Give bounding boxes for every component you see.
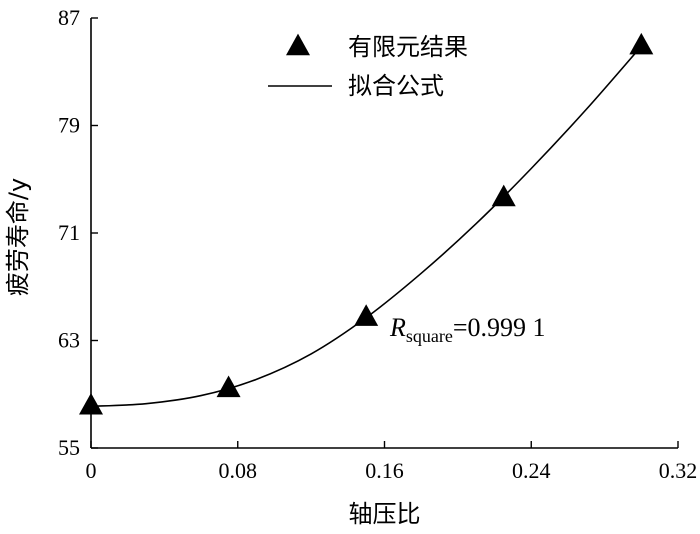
data-point-triangle [354, 304, 379, 326]
legend-label-fem: 有限元结果 [348, 33, 468, 61]
y-tick-label: 55 [58, 435, 80, 460]
y-tick-label: 63 [58, 328, 80, 353]
x-tick-label: 0.08 [219, 458, 258, 483]
x-tick-label: 0.16 [365, 458, 404, 483]
ticks: 0 0.08 0.16 0.24 0.32 55 63 71 79 87 [58, 5, 697, 483]
x-tick-label: 0 [86, 458, 97, 483]
data-point-triangle [629, 32, 654, 55]
legend: 有限元结果 拟合公式 [268, 33, 468, 100]
data-point-triangle [491, 184, 516, 207]
legend-label-fit: 拟合公式 [348, 72, 444, 100]
data-point-triangle [216, 375, 241, 398]
y-axis-title: 疲劳寿命/y [4, 178, 32, 296]
legend-marker-triangle [286, 33, 310, 56]
r-square-annotation: Rsquare=0.999 1 [389, 313, 546, 346]
x-tick-label: 0.32 [659, 458, 698, 483]
data-point-triangle [79, 392, 103, 415]
x-axis-title: 轴压比 [349, 500, 421, 528]
r-value: =0.999 1 [453, 313, 546, 342]
y-tick-label: 71 [58, 220, 80, 245]
x-tick-label: 0.24 [512, 458, 551, 483]
plot-area [79, 32, 654, 415]
y-tick-label: 79 [58, 113, 80, 138]
r-symbol: R [389, 313, 406, 342]
y-tick-label: 87 [58, 5, 80, 30]
r-subscript: square [406, 326, 453, 346]
fit-curve-line [90, 45, 642, 408]
